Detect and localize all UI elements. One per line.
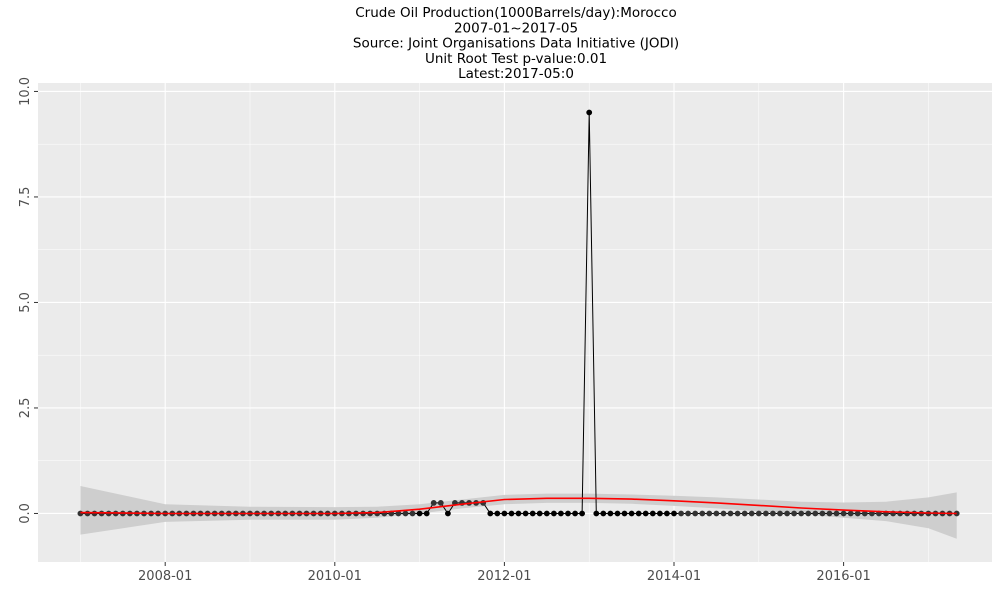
data-point <box>374 510 381 517</box>
data-point <box>593 510 600 517</box>
data-point <box>854 510 861 517</box>
series-line-smooth <box>80 497 957 515</box>
data-point <box>819 510 826 517</box>
data-point <box>409 510 416 517</box>
data-point <box>536 510 543 517</box>
data-point <box>508 510 515 517</box>
data-point <box>649 510 656 517</box>
data-point <box>748 510 755 517</box>
y-tick-label: 2.5 <box>18 398 33 419</box>
y-tick-label: 7.5 <box>18 187 33 208</box>
data-point <box>770 510 776 517</box>
data-point <box>798 510 805 517</box>
data-point <box>741 510 748 517</box>
data-point <box>678 510 684 517</box>
chart-title-line: Latest:2017-05:0 <box>458 66 574 82</box>
data-point <box>692 510 699 517</box>
data-point <box>501 510 508 517</box>
x-tick-label: 2008-01 <box>138 569 192 584</box>
data-point <box>579 510 585 517</box>
data-point <box>699 510 706 517</box>
x-axis: 2008-01 2010-01 2012-01 2014-01 2016-01 <box>138 562 871 584</box>
data-point <box>755 510 762 517</box>
data-point <box>607 510 614 517</box>
chart-title-line: Crude Oil Production(1000Barrels/day):Mo… <box>355 5 676 21</box>
data-point <box>911 510 918 517</box>
data-point <box>77 510 84 517</box>
data-point <box>734 510 741 517</box>
data-point <box>657 510 663 517</box>
data-point <box>720 510 727 517</box>
smooth-confidence-band <box>80 486 957 539</box>
y-tick-label: 10.0 <box>18 77 33 106</box>
data-point <box>416 510 423 517</box>
data-point <box>565 510 571 517</box>
data-point <box>522 510 529 517</box>
chart-title-line: Source: Joint Organisations Data Initiat… <box>353 36 679 52</box>
data-point <box>784 510 790 517</box>
data-point <box>664 510 670 517</box>
data-point <box>487 510 494 517</box>
data-point <box>437 500 444 506</box>
data-point <box>833 510 840 517</box>
data-point <box>84 510 91 517</box>
x-tick-label: 2016-01 <box>816 569 870 584</box>
data-point <box>791 510 797 517</box>
data-point <box>727 510 734 517</box>
plot-panel <box>38 83 992 562</box>
data-point <box>671 510 677 517</box>
data-point <box>763 510 769 517</box>
y-tick-label: 5.0 <box>18 292 33 313</box>
data-point <box>847 510 854 517</box>
data-point <box>445 510 451 517</box>
x-tick-label: 2012-01 <box>477 569 531 584</box>
data-point <box>423 510 430 517</box>
data-point <box>572 510 578 517</box>
y-axis: 0.0 2.5 5.0 7.5 10.0 <box>18 77 38 524</box>
data-point <box>812 510 819 517</box>
data-point <box>558 510 564 517</box>
data-point <box>600 510 607 517</box>
data-point <box>614 510 621 517</box>
data-point <box>685 510 691 517</box>
data-point <box>713 510 720 517</box>
data-point <box>635 510 642 517</box>
data-point <box>395 510 402 517</box>
data-point <box>642 510 649 517</box>
data-point <box>706 510 713 517</box>
data-point <box>515 510 522 517</box>
data-point <box>861 510 868 517</box>
data-point <box>543 510 550 517</box>
data-point <box>494 510 501 517</box>
x-tick-label: 2014-01 <box>647 569 701 584</box>
chart-title-line: Unit Root Test p-value:0.01 <box>425 51 607 67</box>
data-point <box>840 510 847 517</box>
data-point <box>621 510 628 517</box>
chart-title: Crude Oil Production(1000Barrels/day):Mo… <box>353 5 679 82</box>
chart-title-line: 2007-01~2017-05 <box>454 20 578 36</box>
grid-minor <box>38 83 992 562</box>
data-point <box>777 510 783 517</box>
data-point <box>805 510 812 517</box>
data-point <box>628 510 635 517</box>
data-point <box>529 510 536 517</box>
x-tick-label: 2010-01 <box>308 569 362 584</box>
data-point <box>586 109 593 116</box>
data-point <box>430 500 437 506</box>
data-point <box>904 510 911 517</box>
y-tick-label: 0.0 <box>18 503 33 524</box>
data-point <box>551 510 557 517</box>
data-point <box>402 510 409 517</box>
data-point <box>826 510 833 517</box>
